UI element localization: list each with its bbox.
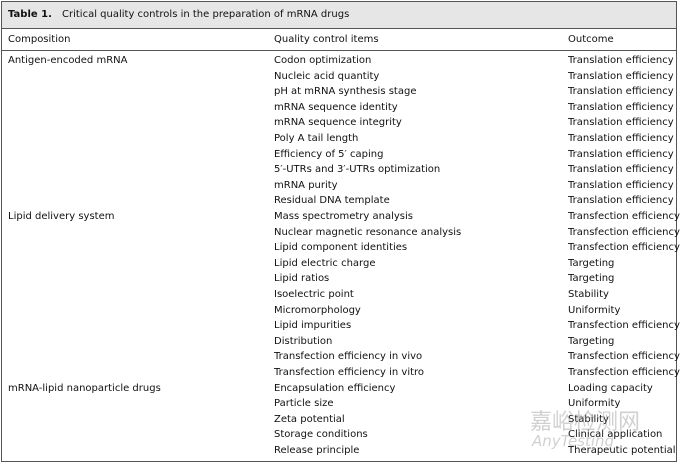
item-cell: pH at mRNA synthesis stage	[274, 86, 417, 98]
watermark: 嘉峪检测网	[530, 410, 641, 435]
item-cell: Micromorphology	[274, 304, 361, 316]
table-title: Critical quality controls in the prepara…	[62, 9, 350, 20]
column-header: Composition	[8, 34, 71, 45]
item-cell: Isoelectric point	[274, 289, 354, 300]
item-cell: Zeta potential	[274, 413, 345, 425]
outcome-cell: Therapeutic potential	[568, 445, 676, 456]
item-cell: Lipid impurities	[274, 320, 352, 332]
watermark: AnyTesting	[532, 432, 615, 450]
outcome-cell: Translation efficiency	[568, 117, 674, 129]
outcome-cell: Transfection efficiency	[568, 226, 680, 238]
item-cell: Particle size	[274, 398, 334, 410]
title-bar	[2, 2, 676, 28]
outcome-cell: Uniformity	[568, 304, 621, 316]
outcome-cell: Translation efficiency	[568, 101, 674, 113]
table-label: Table 1.	[8, 9, 52, 20]
outcome-cell: Transfection efficiency	[568, 351, 680, 363]
item-cell: Release principle	[274, 445, 360, 456]
outcome-cell: Loading capacity	[568, 382, 653, 394]
composition-cell: mRNA-lipid nanoparticle drugs	[8, 382, 161, 394]
composition-cell: Lipid delivery system	[8, 211, 115, 222]
item-cell: Poly A tail length	[274, 133, 359, 144]
item-cell: Nucleic acid quantity	[274, 70, 380, 82]
outcome-cell: Stability	[568, 289, 609, 300]
item-cell: Mass spectrometry analysis	[274, 211, 414, 222]
outcome-cell: Targeting	[568, 257, 615, 269]
outcome-cell: Targeting	[568, 273, 615, 285]
outcome-cell: Uniformity	[568, 398, 621, 410]
item-cell: 5′-UTRs and 3′-UTRs optimization	[274, 164, 441, 176]
item-cell: Lipid electric charge	[274, 257, 376, 269]
item-cell: Codon optimization	[274, 55, 372, 66]
outcome-cell: Translation efficiency	[568, 55, 674, 66]
item-cell: Residual DNA template	[274, 195, 390, 207]
item-cell: mRNA sequence integrity	[274, 117, 402, 129]
item-cell: Lipid component identities	[274, 242, 408, 254]
rule	[2, 28, 676, 29]
outcome-cell: Translation efficiency	[568, 133, 674, 144]
item-cell: Efficiency of 5′ caping	[274, 148, 384, 160]
outcome-cell: Stability	[568, 413, 609, 425]
outcome-cell: Clinical application	[568, 429, 663, 441]
outcome-cell: Translation efficiency	[568, 179, 674, 191]
column-header: Quality control items	[274, 34, 379, 45]
item-cell: Transfection efficiency in vivo	[274, 351, 423, 363]
column-header: Outcome	[568, 34, 614, 45]
outcome-cell: Translation efficiency	[568, 148, 674, 160]
item-cell: Distribution	[274, 335, 333, 347]
item-cell: mRNA purity	[274, 179, 338, 191]
item-cell: Lipid ratios	[274, 273, 330, 285]
item-cell: Transfection efficiency in vitro	[274, 367, 425, 378]
outcome-cell: Translation efficiency	[568, 164, 674, 176]
outcome-cell: Translation efficiency	[568, 70, 674, 82]
item-cell: mRNA sequence identity	[274, 101, 398, 113]
outcome-cell: Translation efficiency	[568, 86, 674, 98]
outcome-cell: Transfection efficiency	[568, 242, 680, 254]
item-cell: Nuclear magnetic resonance analysis	[274, 226, 462, 238]
outcome-cell: Targeting	[568, 335, 615, 347]
outcome-cell: Transfection efficiency	[568, 211, 680, 222]
composition-cell: Antigen-encoded mRNA	[8, 55, 128, 66]
outcome-cell: Translation efficiency	[568, 195, 674, 207]
rule	[2, 50, 676, 51]
item-cell: Encapsulation efficiency	[274, 382, 396, 394]
outcome-cell: Transfection efficiency	[568, 320, 680, 332]
outcome-cell: Transfection efficiency	[568, 367, 680, 378]
item-cell: Storage conditions	[274, 429, 368, 441]
